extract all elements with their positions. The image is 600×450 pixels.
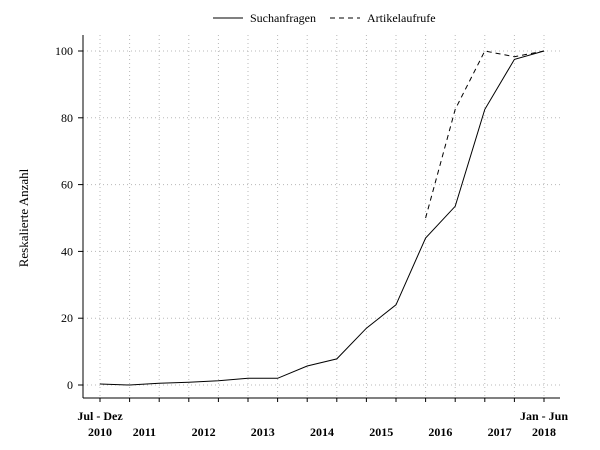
y-tick-label-20: 20	[61, 311, 73, 325]
legend-label-artikelaufrufe: Artikelaufrufe	[367, 11, 436, 25]
x-year-label-2017: 2017	[488, 425, 512, 439]
y-axis-title: Reskalierte Anzahl	[16, 168, 31, 267]
axes: 0 20 40 60 80 100 Jul - Dez Jan - Jun 2010 2011 20…	[55, 35, 568, 439]
series-line-suchanfragen	[99, 50, 545, 386]
x-year-label-2010: 2010	[88, 425, 112, 439]
y-tick-label-0: 0	[67, 378, 73, 392]
x-year-label-2016: 2016	[428, 425, 452, 439]
y-tick-label-100: 100	[55, 44, 73, 58]
legend-label-suchanfragen: Suchanfragen	[250, 11, 316, 25]
y-tick-label-80: 80	[61, 111, 73, 125]
x-end-label: Jan - Jun	[520, 409, 568, 423]
grid	[83, 35, 560, 398]
series-line-artikelaufrufe	[425, 50, 545, 219]
x-year-label-2012: 2012	[192, 425, 216, 439]
y-tick-label-40: 40	[61, 244, 73, 258]
legend: Suchanfragen Artikelaufrufe	[213, 11, 436, 25]
x-start-label: Jul - Dez	[77, 409, 123, 423]
x-year-label-2011: 2011	[133, 425, 156, 439]
series	[99, 50, 545, 386]
x-year-label-2013: 2013	[251, 425, 275, 439]
x-year-label-2015: 2015	[369, 425, 393, 439]
x-year-label-2018: 2018	[532, 425, 556, 439]
x-year-label-2014: 2014	[310, 425, 334, 439]
y-tick-label-60: 60	[61, 178, 73, 192]
